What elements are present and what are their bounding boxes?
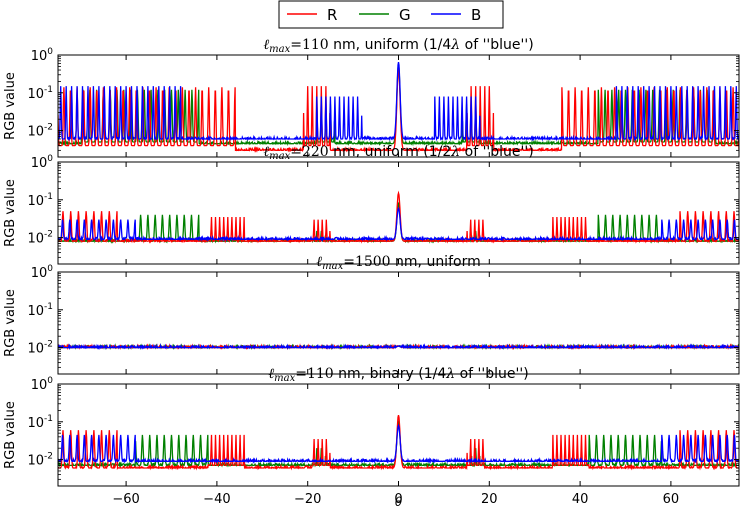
x-tick-label: 0 bbox=[394, 492, 402, 507]
panel-series bbox=[58, 61, 739, 153]
y-tick-label: 10-1 bbox=[27, 302, 53, 319]
panel-title: ℓmax=110 nm, uniform (1/4λ of ''blue'') bbox=[263, 37, 533, 55]
series-line-B bbox=[58, 61, 739, 142]
x-tick-label: 40 bbox=[572, 492, 589, 507]
panel-title: ℓmax=1500 nm, uniform bbox=[316, 254, 480, 272]
y-tick-label: 10-1 bbox=[27, 192, 53, 209]
x-tick-label: 60 bbox=[663, 492, 680, 507]
y-tick-label: 100 bbox=[31, 47, 54, 64]
panel-series bbox=[58, 414, 739, 471]
y-axis-label: RGB value bbox=[3, 72, 18, 140]
y-tick-label: 10-2 bbox=[27, 123, 53, 140]
legend-label-R: R bbox=[327, 6, 337, 24]
panel-series bbox=[58, 343, 739, 351]
legend-label-G: G bbox=[399, 6, 411, 24]
series-line-R bbox=[58, 414, 739, 471]
panel-1: ℓmax=110 nm, uniform (1/4λ of ''blue'') 1… bbox=[3, 37, 740, 158]
y-axis-label: RGB value bbox=[3, 289, 18, 357]
y-tick-label: 100 bbox=[31, 264, 54, 281]
series-line-B bbox=[58, 343, 739, 351]
x-axis-label: θ bbox=[395, 495, 403, 507]
panel-title: ℓmax=110 nm, binary (1/4λ of ''blue'') bbox=[268, 366, 528, 384]
y-tick-label: 10-2 bbox=[27, 452, 53, 469]
x-axis: −60 −40 −20 0 20 40 60 θ bbox=[112, 492, 679, 507]
panel-3: ℓmax=1500 nm, uniform 100 10-1 10-2 RGB valu… bbox=[3, 254, 740, 375]
panel-frame bbox=[57, 161, 740, 265]
series-line-G bbox=[58, 419, 739, 468]
series-line-R bbox=[58, 190, 739, 244]
x-tick-label: −20 bbox=[294, 492, 321, 507]
y-tick-label: 10-1 bbox=[27, 85, 53, 102]
legend-label-B: B bbox=[471, 6, 481, 24]
y-tick-label: 100 bbox=[31, 376, 54, 393]
y-tick-label: 10-2 bbox=[27, 230, 53, 247]
x-tick-label: −40 bbox=[203, 492, 230, 507]
y-tick-label: 100 bbox=[31, 154, 54, 171]
x-tick-label: 20 bbox=[481, 492, 498, 507]
x-tick-label: −60 bbox=[112, 492, 139, 507]
panel-frame bbox=[57, 383, 740, 487]
series-line-B bbox=[58, 423, 739, 464]
y-axis-label: RGB value bbox=[3, 179, 18, 247]
chart-panels: ℓmax=110 nm, uniform (1/4λ of ''blue'') 1… bbox=[3, 37, 740, 487]
y-axis-label: RGB value bbox=[3, 401, 18, 469]
panel-2: ℓmax=220 nm, uniform (1/2λ of ''blue'') 1… bbox=[3, 144, 740, 265]
y-tick-label: 10-2 bbox=[27, 340, 53, 357]
panel-4: ℓmax=110 nm, binary (1/4λ of ''blue'') 10… bbox=[3, 366, 740, 487]
series-line-B bbox=[58, 206, 739, 242]
panel-frame bbox=[57, 271, 740, 375]
y-tick-label: 10-1 bbox=[27, 414, 53, 431]
panel-title: ℓmax=220 nm, uniform (1/2λ of ''blue'') bbox=[263, 144, 533, 162]
panel-series bbox=[58, 190, 739, 244]
